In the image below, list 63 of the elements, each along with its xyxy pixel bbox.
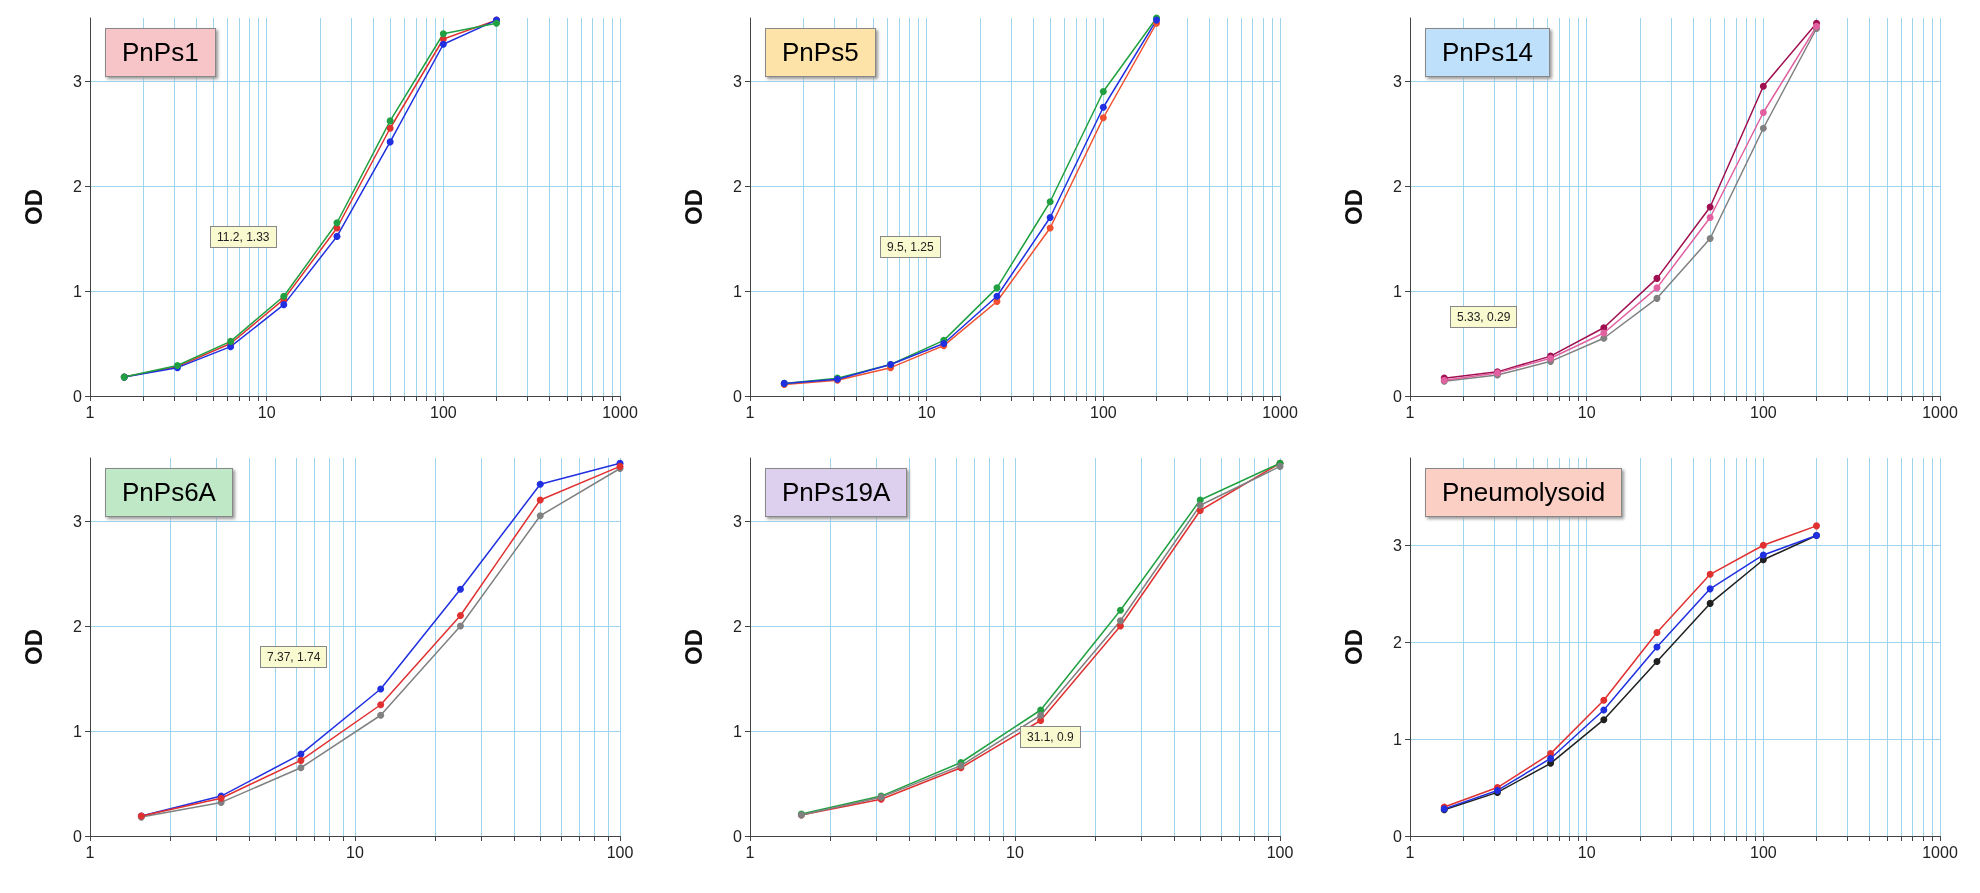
y-tick-label: 2	[1393, 177, 1403, 195]
text: PnPs14	[1425, 28, 1551, 77]
x-tick-label: 1	[1405, 843, 1415, 861]
annotation: 5.33, 0.29	[1450, 306, 1518, 328]
x-tick-label: 1	[745, 403, 755, 421]
text: PnPs1	[105, 28, 216, 77]
x-tick-label: 10	[1577, 843, 1596, 861]
y-tick-label: 1	[73, 722, 83, 740]
text: PnPs19A	[765, 468, 908, 517]
x-tick-label: 1	[1405, 403, 1415, 421]
x-tick-label: 10	[917, 403, 936, 421]
y-axis-title: OD	[679, 629, 707, 665]
text: PnPs5	[765, 28, 876, 77]
y-tick-label: 2	[733, 177, 743, 195]
y-axis-title: OD	[679, 189, 707, 225]
x-tick-label: 1000	[1922, 843, 1958, 861]
x-tick-label: 1	[85, 843, 95, 861]
y-tick-label: 3	[733, 512, 743, 530]
y-tick-label: 1	[73, 282, 83, 300]
x-tick-label: 100	[1266, 843, 1294, 861]
y-tick-label: 3	[73, 512, 83, 530]
y-tick-label: 3	[73, 72, 83, 90]
y-axis-title: OD	[19, 629, 47, 665]
annotation: 9.5, 1.25	[880, 236, 941, 258]
y-tick-label: 3	[733, 72, 743, 90]
x-tick-label: 100	[1749, 403, 1777, 421]
x-tick-label: 1000	[1262, 403, 1298, 421]
annotation: 31.1, 0.9	[1020, 726, 1081, 748]
y-tick-label: 2	[73, 177, 83, 195]
annotation: 7.37, 1.74	[260, 646, 328, 668]
x-tick-label: 100	[606, 843, 634, 861]
y-tick-label: 0	[733, 827, 743, 845]
x-tick-label: 1	[745, 843, 755, 861]
x-tick-label: 1000	[602, 403, 638, 421]
y-tick-label: 1	[733, 722, 743, 740]
y-tick-label: 0	[733, 387, 743, 405]
y-tick-label: 2	[73, 617, 83, 635]
y-tick-label: 0	[73, 387, 83, 405]
text: PnPs6A	[105, 468, 233, 517]
y-tick-label: 1	[733, 282, 743, 300]
y-axis-title: OD	[19, 189, 47, 225]
x-tick-label: 1	[85, 403, 95, 421]
x-tick-label: 100	[1089, 403, 1117, 421]
x-tick-label: 10	[1006, 843, 1024, 861]
y-tick-label: 1	[1393, 282, 1403, 300]
x-tick-label: 100	[1749, 843, 1777, 861]
y-tick-label: 1	[1393, 730, 1403, 748]
text: Pneumolysoid	[1425, 468, 1623, 517]
y-tick-label: 0	[1393, 827, 1403, 845]
y-tick-label: 0	[73, 827, 83, 845]
y-axis-title: OD	[1339, 189, 1367, 225]
y-tick-label: 3	[1393, 72, 1403, 90]
x-tick-label: 10	[346, 843, 364, 861]
y-tick-label: 2	[733, 617, 743, 635]
y-tick-label: 3	[1393, 536, 1403, 554]
x-tick-label: 10	[1577, 403, 1596, 421]
annotation: 11.2, 1.33	[210, 226, 277, 248]
y-tick-label: 2	[1393, 633, 1403, 651]
y-tick-label: 0	[1393, 387, 1403, 405]
y-axis-title: OD	[1339, 629, 1367, 665]
x-tick-label: 1000	[1922, 403, 1958, 421]
x-tick-label: 100	[429, 403, 457, 421]
x-tick-label: 10	[257, 403, 276, 421]
